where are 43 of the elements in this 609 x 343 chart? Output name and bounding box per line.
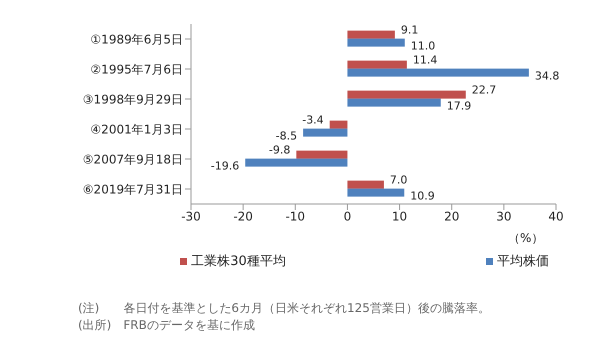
bar	[303, 128, 348, 137]
data-label: 9.1	[400, 24, 418, 37]
bar	[245, 158, 348, 167]
data-label: 22.7	[472, 84, 496, 97]
bar	[330, 120, 348, 129]
data-label: 11.0	[410, 40, 436, 53]
bar	[347, 98, 441, 107]
x-tick-label: 10	[392, 210, 408, 224]
data-label: 10.9	[410, 190, 435, 203]
text: (注) 各日付を基準とした6カ月（日米それぞれ125営業日）後の騰落率。	[78, 300, 491, 317]
x-tick-label: -10	[285, 210, 306, 224]
data-label: -3.4	[302, 114, 324, 127]
data-label: -19.6	[210, 160, 240, 173]
bar	[347, 90, 466, 99]
text: (出所) FRBのデータを基に作成	[78, 317, 256, 334]
y-tick-label: ④2001年1月3日	[90, 122, 183, 136]
bar	[347, 30, 395, 39]
data-label: 17.9	[446, 100, 472, 113]
x-tick-label: -20	[233, 210, 253, 224]
bar	[347, 60, 407, 69]
data-label: -9.8	[268, 144, 290, 157]
x-tick-label: 40	[548, 210, 564, 224]
bar	[296, 150, 348, 159]
data-label: 11.4	[412, 54, 438, 67]
legend-label: 工業株30種平均	[191, 253, 286, 270]
data-label: 34.8	[534, 70, 560, 83]
x-tick-label: 20	[444, 210, 460, 224]
bar	[347, 68, 529, 77]
data-label: -8.5	[276, 130, 298, 143]
x-tick-label: 0	[344, 210, 352, 224]
bar	[347, 38, 405, 47]
x-tick-label: -30	[181, 210, 201, 224]
y-tick-label: ①1989年6月5日	[90, 32, 183, 46]
x-axis-title: （%）	[508, 230, 544, 247]
y-tick-label: ③1998年9月29日	[82, 92, 183, 106]
y-tick-label: ⑤2007年9月18日	[82, 152, 183, 166]
y-tick-label: ②1995年7月6日	[90, 62, 183, 76]
legend-label: 平均株価	[496, 253, 549, 270]
x-tick-label: 30	[496, 210, 512, 224]
y-tick-label: ⑥2019年7月31日	[82, 182, 183, 196]
bar	[347, 180, 384, 189]
data-label: 7.0	[390, 174, 408, 187]
bar	[347, 188, 404, 197]
